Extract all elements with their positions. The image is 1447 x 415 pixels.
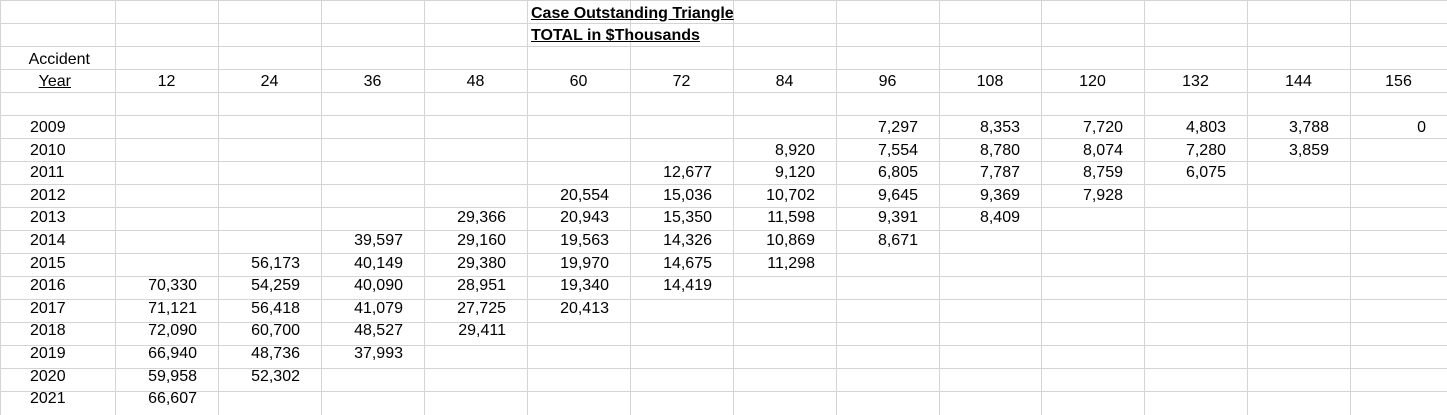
dev-age-header: 96	[878, 73, 897, 90]
triangle-cell: 19,970	[560, 255, 609, 272]
triangle-cell: 72,090	[148, 322, 197, 339]
row-header-year: Year	[38, 73, 71, 90]
triangle-cell: 19,340	[560, 277, 609, 294]
accident-year-label: 2012	[30, 187, 66, 204]
dev-age-header: 72	[672, 73, 691, 90]
triangle-cell: 29,366	[457, 209, 506, 226]
dev-age-header: 48	[466, 73, 485, 90]
triangle-cell: 70,330	[148, 277, 197, 294]
triangle-cell: 9,369	[979, 187, 1020, 204]
triangle-cell: 66,607	[148, 390, 197, 407]
dev-age-header: 108	[976, 73, 1004, 90]
sheet-title: Case Outstanding Triangle	[531, 5, 734, 22]
triangle-cell: 8,409	[979, 209, 1020, 226]
triangle-cell: 19,563	[560, 232, 609, 249]
triangle-cell: 6,075	[1185, 164, 1226, 181]
triangle-cell: 14,419	[663, 277, 712, 294]
dev-age-header: 36	[363, 73, 382, 90]
triangle-cell: 10,869	[766, 232, 815, 249]
triangle-cell: 20,554	[560, 187, 609, 204]
triangle-cell: 40,090	[354, 277, 403, 294]
triangle-cell: 7,928	[1082, 187, 1123, 204]
accident-year-label: 2020	[30, 368, 66, 385]
accident-year-label: 2015	[30, 255, 66, 272]
triangle-cell: 7,554	[877, 142, 918, 159]
triangle-cell: 14,675	[663, 255, 712, 272]
triangle-cell: 10,702	[766, 187, 815, 204]
accident-year-label: 2011	[30, 164, 65, 181]
triangle-cell: 29,411	[458, 322, 506, 339]
accident-year-label: 2017	[30, 300, 66, 317]
triangle-cell: 15,036	[663, 187, 712, 204]
sheet-subtitle: TOTAL in $Thousands	[531, 27, 700, 44]
triangle-cell: 20,943	[560, 209, 609, 226]
triangle-cell: 56,418	[251, 300, 300, 317]
triangle-cell: 60,700	[251, 322, 300, 339]
accident-year-label: 2021	[30, 390, 66, 407]
triangle-cell: 8,920	[774, 142, 815, 159]
triangle-cell: 8,074	[1082, 142, 1123, 159]
accident-year-label: 2009	[30, 119, 66, 136]
triangle-cell: 56,173	[251, 255, 300, 272]
triangle-cell: 39,597	[354, 232, 403, 249]
triangle-cell: 7,787	[979, 164, 1020, 181]
triangle-cell: 9,120	[774, 164, 815, 181]
dev-age-header: 60	[569, 73, 588, 90]
triangle-cell: 28,951	[457, 277, 506, 294]
dev-age-header: 12	[157, 73, 176, 90]
triangle-cell: 8,353	[979, 119, 1020, 136]
dev-age-header: 84	[775, 73, 794, 90]
row-header-accident: Accident	[28, 51, 90, 68]
triangle-cell: 48,736	[251, 345, 300, 362]
triangle-cell: 27,725	[457, 300, 506, 317]
triangle-cell: 9,645	[877, 187, 918, 204]
accident-year-label: 2014	[30, 232, 66, 249]
triangle-cell: 7,297	[877, 119, 918, 136]
triangle-cell: 8,780	[979, 142, 1020, 159]
triangle-cell: 7,280	[1185, 142, 1226, 159]
triangle-cell: 66,940	[148, 345, 197, 362]
triangle-cell: 8,671	[877, 232, 918, 249]
triangle-cell: 20,413	[560, 300, 609, 317]
triangle-cell: 7,720	[1082, 119, 1123, 136]
triangle-cell: 6,805	[877, 164, 918, 181]
triangle-cell: 29,380	[457, 255, 506, 272]
accident-year-label: 2013	[30, 209, 66, 226]
triangle-cell: 12,677	[663, 164, 712, 181]
dev-age-header: 156	[1385, 73, 1412, 90]
triangle-cell: 41,079	[354, 300, 403, 317]
triangle-cell: 3,788	[1288, 119, 1329, 136]
triangle-cell: 52,302	[251, 368, 300, 385]
triangle-cell: 14,326	[663, 232, 712, 249]
triangle-cell: 3,859	[1288, 142, 1329, 159]
triangle-cell: 15,350	[663, 209, 712, 226]
accident-year-label: 2016	[30, 277, 66, 294]
triangle-cell: 48,527	[354, 322, 403, 339]
accident-year-label: 2010	[30, 142, 66, 159]
triangle-cell: 40,149	[354, 255, 403, 272]
triangle-cell: 29,160	[457, 232, 506, 249]
triangle-cell: 9,391	[877, 209, 918, 226]
dev-age-header: 24	[260, 73, 279, 90]
triangle-cell: 71,121	[148, 300, 197, 317]
triangle-cell: 11,298	[767, 255, 815, 272]
triangle-cell: 59,958	[148, 368, 197, 385]
triangle-cell: 11,598	[767, 209, 815, 226]
dev-age-header: 144	[1285, 73, 1312, 90]
dev-age-header: 120	[1079, 73, 1106, 90]
accident-year-label: 2019	[30, 345, 66, 362]
triangle-cell: 4,803	[1185, 119, 1226, 136]
triangle-cell: 0	[1417, 119, 1426, 136]
dev-age-header: 132	[1182, 73, 1209, 90]
triangle-cell: 8,759	[1082, 164, 1123, 181]
triangle-cell: 54,259	[251, 277, 300, 294]
triangle-cell: 37,993	[354, 345, 403, 362]
accident-year-label: 2018	[30, 322, 66, 339]
